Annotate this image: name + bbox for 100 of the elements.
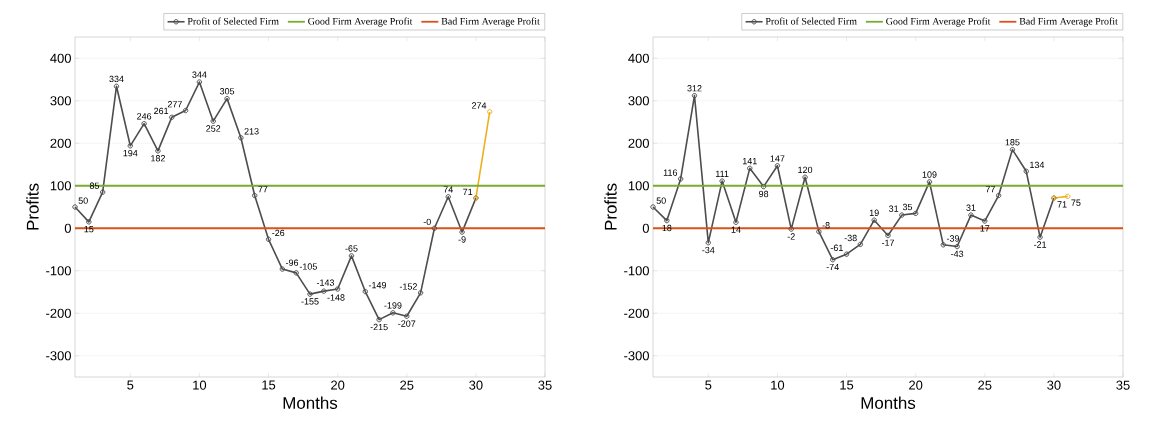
point — [86, 219, 92, 225]
data-label: 274 — [472, 102, 487, 109]
point — [982, 218, 988, 224]
data-label: -155 — [301, 298, 319, 305]
y-tick-label: 200 — [628, 138, 649, 148]
point — [1023, 168, 1029, 174]
data-label: 120 — [798, 166, 813, 174]
data-label: -143 — [316, 279, 335, 286]
data-label: -17 — [881, 239, 895, 246]
point — [774, 163, 781, 169]
point — [719, 178, 725, 184]
point — [348, 253, 355, 259]
point — [417, 290, 424, 296]
data-label: 18 — [662, 224, 672, 232]
data-label: -61 — [830, 244, 843, 251]
point — [334, 286, 341, 292]
x-tick-label: 20 — [909, 380, 923, 390]
data-label: 98 — [759, 190, 769, 198]
point — [1009, 146, 1016, 153]
data-label: 71 — [463, 188, 473, 195]
point — [404, 313, 410, 319]
y-tick-label: -200 — [624, 308, 649, 318]
data-label: 312 — [687, 85, 702, 92]
point — [362, 288, 368, 295]
data-label: -39 — [946, 235, 960, 242]
point — [252, 192, 258, 199]
data-label: 71 — [1057, 201, 1067, 208]
x-axis-title: Months — [861, 396, 916, 409]
point — [376, 316, 382, 323]
point — [664, 217, 670, 224]
legend-label: Good Firm Average Profit — [308, 17, 413, 27]
data-label: -0 — [423, 218, 431, 226]
y-tick-label: -100 — [46, 266, 71, 276]
data-label: -34 — [702, 246, 715, 254]
data-label: -65 — [345, 245, 358, 252]
legend-label: Profit of Selected Firm — [187, 17, 279, 25]
data-label: 35 — [902, 203, 913, 211]
point — [830, 257, 836, 263]
x-tick-label: 25 — [978, 380, 992, 390]
point — [99, 189, 106, 195]
point — [265, 236, 272, 242]
point — [293, 270, 299, 276]
data-label: -207 — [398, 320, 416, 327]
x-tick-label: 30 — [1047, 380, 1061, 390]
data-label: -43 — [951, 250, 964, 258]
data-label: 182 — [151, 155, 165, 162]
data-label: 116 — [663, 169, 678, 176]
data-label: 17 — [980, 225, 990, 232]
data-label: -38 — [844, 234, 857, 242]
x-tick-label: 15 — [840, 380, 854, 390]
data-label: -2 — [787, 233, 795, 240]
data-label: -9 — [458, 236, 466, 243]
legend-label: Bad Firm Average Profit — [1019, 17, 1118, 27]
data-label: 109 — [922, 171, 937, 178]
data-label: 134 — [1030, 161, 1045, 169]
point — [169, 114, 175, 121]
y-tick-label: 100 — [628, 181, 649, 191]
data-label: 344 — [192, 71, 207, 78]
point — [210, 118, 216, 124]
data-label: 74 — [443, 186, 453, 193]
data-label: 31 — [889, 205, 899, 212]
point — [279, 266, 286, 272]
y-tick-label: -100 — [624, 266, 649, 276]
y-tick-label: -300 — [624, 351, 649, 361]
y-tick-label: -200 — [46, 308, 71, 318]
point — [677, 176, 684, 182]
data-label: -149 — [368, 282, 387, 289]
data-label: 261 — [154, 107, 169, 115]
data-label: 277 — [167, 101, 182, 108]
data-label: -74 — [826, 263, 839, 271]
point — [802, 174, 808, 180]
data-label: 75 — [1071, 199, 1081, 206]
data-label: 194 — [123, 149, 138, 157]
point — [747, 165, 753, 172]
x-tick-label: 25 — [400, 380, 414, 390]
y-axis-title: Profits — [26, 183, 39, 230]
data-label: -215 — [370, 323, 388, 331]
data-label: 111 — [716, 170, 729, 177]
point — [760, 183, 767, 190]
x-tick-label: 15 — [262, 380, 276, 390]
point — [196, 79, 203, 85]
point — [705, 240, 711, 246]
point — [321, 288, 327, 294]
x-tick-label: 5 — [127, 380, 134, 390]
data-label: 185 — [1005, 139, 1020, 146]
legend-label: Profit of Selected Firm — [765, 17, 857, 25]
data-label: -21 — [1034, 241, 1047, 248]
point — [816, 228, 822, 235]
y-tick-label: 100 — [50, 181, 71, 191]
x-tick-label: 10 — [193, 380, 207, 390]
point — [445, 194, 451, 200]
point — [224, 95, 230, 102]
point — [155, 148, 161, 154]
x-tick-label: 35 — [538, 380, 552, 390]
data-label: 31 — [966, 204, 976, 211]
point — [912, 210, 919, 217]
point — [940, 242, 946, 248]
y-tick-label: 200 — [50, 138, 71, 148]
data-label: 246 — [137, 113, 152, 120]
data-label: -199 — [384, 302, 402, 309]
